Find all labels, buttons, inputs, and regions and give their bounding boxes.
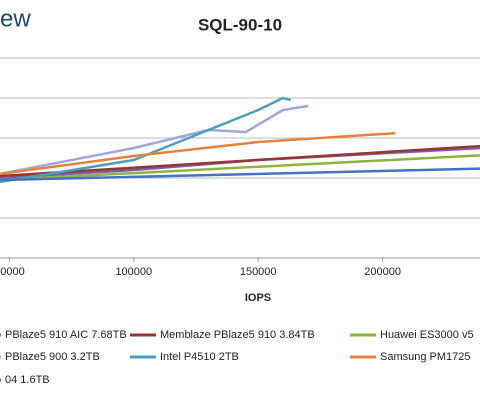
legend-label: PBlaze5 900 3.2TB: [5, 351, 100, 363]
legend-label: PBlaze5 910 AIC 7.68TB: [5, 329, 127, 341]
legend-label: Intel P4510 2TB: [160, 351, 239, 363]
series-line: [0, 144, 480, 178]
x-tick-label: 100000: [115, 266, 152, 278]
x-tick-label: 150000: [240, 266, 277, 278]
series-line: [0, 96, 291, 184]
chart-title: SQL-90-10: [198, 15, 282, 34]
legend-label: Samsung PM1725: [380, 351, 471, 363]
legend-label: Memblaze PBlaze5 910 3.84TB: [160, 329, 315, 341]
series-line: [0, 104, 309, 176]
x-tick-label: 50000: [0, 266, 25, 278]
logo: ew: [0, 5, 31, 32]
legend-label: 04 1.6TB: [5, 374, 50, 386]
series-line: [0, 167, 480, 182]
x-tick-label: 200000: [364, 266, 401, 278]
series-line: [0, 154, 480, 182]
series-line: [0, 131, 396, 176]
x-axis-label: IOPS: [245, 292, 271, 304]
legend-label: Huawei ES3000 v5: [380, 329, 474, 341]
